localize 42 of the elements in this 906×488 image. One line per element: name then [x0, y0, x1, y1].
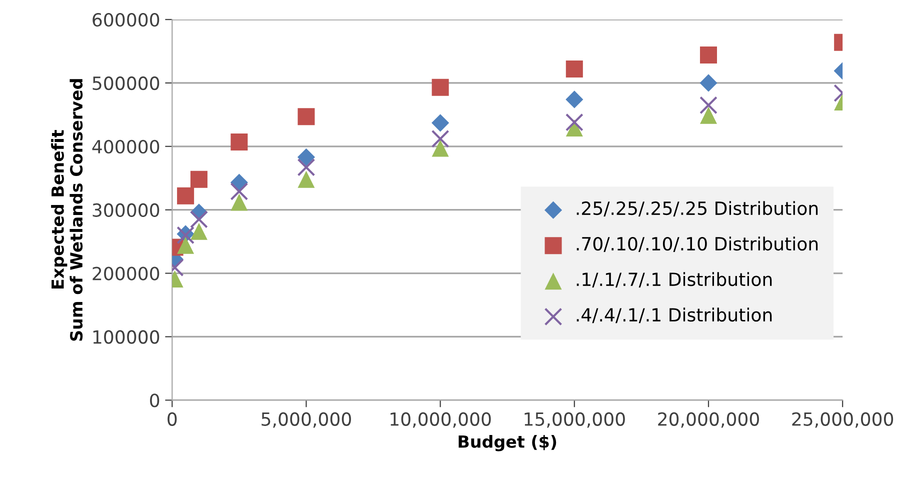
- y-tick-label: 0: [150, 394, 160, 408]
- point: [298, 108, 315, 126]
- legend-label: .4/.4/.1/.1 Distribution: [576, 308, 772, 324]
- y-tick-label: 600000: [92, 12, 160, 27]
- point: [297, 158, 316, 176]
- legend-label: .25/.25/.25/.25 Distribution: [576, 201, 818, 216]
- point: [566, 60, 583, 78]
- point: [177, 187, 194, 204]
- x-tick-label: 0: [168, 412, 177, 426]
- point: [177, 236, 194, 254]
- y-tick-label: 400000: [92, 140, 160, 154]
- x-tick-label: 5,000,000: [262, 412, 351, 428]
- point: [298, 170, 315, 188]
- legend-label: .70/.10/.10/.10 Distribution: [576, 236, 818, 252]
- point: [230, 194, 248, 211]
- point: [565, 113, 584, 132]
- point: [230, 182, 248, 200]
- point: [700, 96, 718, 114]
- point: [700, 74, 718, 92]
- point: [190, 210, 208, 228]
- x-tick-label: 15,000,000: [524, 412, 625, 428]
- point: [190, 170, 208, 188]
- point: [431, 130, 450, 148]
- y-tick-label: 200000: [92, 266, 160, 280]
- point: [700, 106, 717, 124]
- y-axis-title: Expected Benefit Sum of Wetlands Conserved: [51, 79, 83, 341]
- legend-label: .1/.1/.7/.1 Distribution: [576, 272, 772, 288]
- y-tick-label: 500000: [92, 76, 160, 90]
- x-axis-title: Budget ($): [458, 434, 556, 452]
- y-tick-label: 300000: [92, 203, 160, 217]
- point: [432, 78, 449, 96]
- point: [297, 148, 316, 166]
- point: [566, 90, 584, 108]
- x-tick-label: 25,000,000: [792, 412, 894, 428]
- x-tick-label: 10,000,000: [390, 412, 491, 428]
- x-tick-label: 20,000,000: [658, 412, 759, 428]
- point: [432, 140, 449, 157]
- point: [700, 46, 717, 64]
- point: [230, 133, 248, 150]
- point: [432, 114, 450, 132]
- y-tick-label: 100000: [93, 330, 160, 344]
- point: [190, 222, 208, 240]
